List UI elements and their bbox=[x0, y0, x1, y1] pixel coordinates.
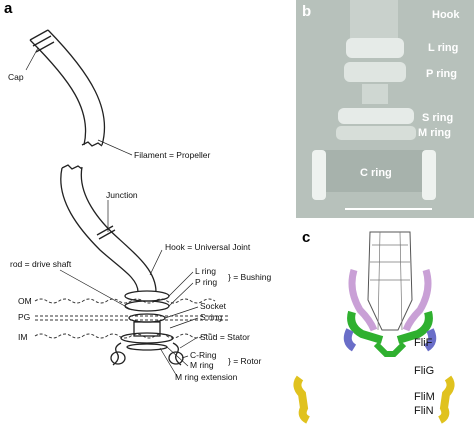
panel-a: a Cap Filament = Propeller Junction Hook… bbox=[4, 0, 272, 382]
flif-green bbox=[347, 310, 433, 344]
p-ring bbox=[128, 313, 166, 323]
label: } = Bushing bbox=[228, 272, 272, 282]
rod-hook-mesh bbox=[367, 231, 413, 331]
filament-edge bbox=[47, 29, 106, 146]
label: Cap bbox=[8, 72, 24, 82]
mesh-lines bbox=[370, 231, 410, 331]
label: Stud = Stator bbox=[200, 332, 250, 342]
flig-green bbox=[373, 341, 407, 357]
panel-c: c FliF FliG FliM FliN bbox=[293, 229, 455, 424]
l-ring-density bbox=[346, 38, 404, 58]
panel-b: b Hook L ring P ring S ring M ring C rin… bbox=[296, 0, 474, 218]
stator bbox=[112, 342, 182, 366]
s-ring-density bbox=[338, 108, 414, 124]
flif-purple bbox=[348, 268, 432, 332]
hook-density bbox=[350, 0, 398, 40]
break-mark bbox=[61, 164, 83, 170]
label: S ring bbox=[200, 312, 222, 322]
label: rod = drive shaft bbox=[10, 259, 72, 269]
label: P ring bbox=[426, 68, 457, 80]
label: } = Rotor bbox=[228, 356, 261, 366]
rod bbox=[133, 321, 161, 337]
flig-blue bbox=[343, 328, 437, 352]
label: FliG bbox=[414, 365, 434, 377]
m-ring bbox=[120, 332, 174, 344]
label: Hook = Universal Joint bbox=[165, 242, 251, 252]
flim-flin bbox=[293, 375, 455, 424]
label: C-Ring bbox=[190, 350, 217, 360]
label: M ring bbox=[190, 360, 214, 370]
c-ring-wall bbox=[312, 150, 326, 200]
panel-letter: c bbox=[302, 229, 310, 246]
c-ring-density bbox=[312, 150, 436, 192]
filament-edge bbox=[29, 39, 87, 146]
panel-letter: b bbox=[302, 3, 311, 20]
c-ring bbox=[110, 351, 126, 365]
label: FliF bbox=[414, 337, 433, 349]
label: OM bbox=[18, 296, 32, 306]
panel-letter: a bbox=[4, 0, 13, 17]
leader-lines bbox=[25, 47, 199, 379]
label: L ring bbox=[195, 266, 216, 276]
label: L ring bbox=[428, 42, 458, 54]
outer-membrane bbox=[34, 298, 216, 304]
label: FliM bbox=[414, 391, 435, 403]
label: C ring bbox=[360, 167, 392, 179]
c-ring-wall bbox=[422, 150, 436, 200]
label: Socket bbox=[200, 301, 227, 311]
label: PG bbox=[18, 312, 30, 322]
label: Hook bbox=[432, 9, 460, 21]
inner-membrane bbox=[34, 333, 216, 339]
label: P ring bbox=[195, 277, 217, 287]
cap bbox=[29, 29, 55, 53]
filament-edge bbox=[60, 167, 139, 293]
label: Filament = Propeller bbox=[134, 150, 210, 160]
label: FliN bbox=[414, 405, 434, 417]
l-ring bbox=[124, 290, 170, 302]
label: S ring bbox=[422, 112, 453, 124]
m-ring-density bbox=[336, 126, 416, 140]
junction bbox=[96, 225, 116, 240]
label: M ring bbox=[418, 127, 451, 139]
rod-density bbox=[362, 84, 388, 104]
label: M ring extension bbox=[175, 372, 238, 382]
break-mark bbox=[81, 141, 103, 147]
label: IM bbox=[18, 332, 27, 342]
p-ring-density bbox=[344, 62, 406, 82]
filament-edge bbox=[80, 166, 157, 293]
label: Junction bbox=[106, 190, 138, 200]
